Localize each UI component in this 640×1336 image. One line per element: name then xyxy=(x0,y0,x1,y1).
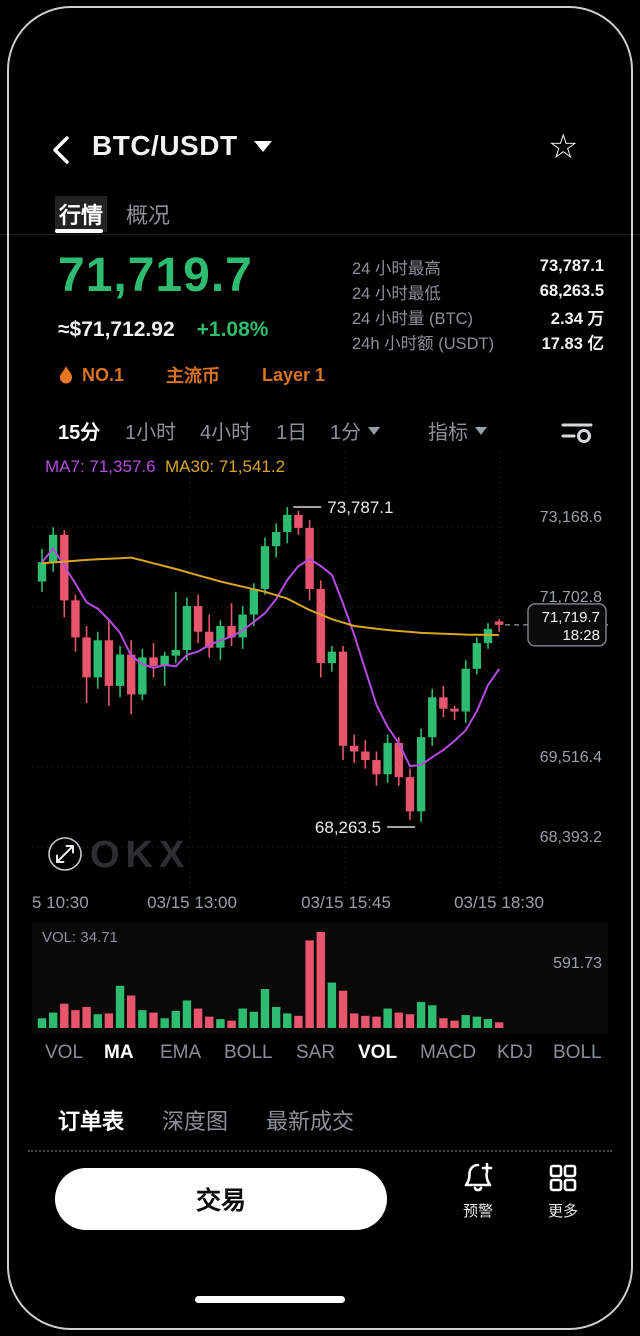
last-price: 71,719.7 xyxy=(58,249,253,302)
dropdown-caret-icon xyxy=(368,426,381,435)
change-percent: +1.08% xyxy=(196,318,269,341)
back-button[interactable] xyxy=(48,134,78,166)
trade-button[interactable]: 交易 xyxy=(55,1168,387,1230)
x-axis-tick: 5 10:30 xyxy=(32,893,89,912)
svg-text:VOL: 34.71: VOL: 34.71 xyxy=(42,929,118,946)
divider xyxy=(0,234,640,235)
fiat-price: ≈$71,712.92 xyxy=(58,318,175,341)
indicator-vol-sub[interactable]: VOL xyxy=(358,1042,398,1063)
token-badges[interactable]: NO.1 主流币 Layer 1 xyxy=(58,362,325,388)
chart-settings-icon[interactable] xyxy=(560,418,594,449)
svg-text:73,168.6: 73,168.6 xyxy=(540,509,602,526)
indicator-boll2[interactable]: BOLL xyxy=(553,1042,602,1063)
favorite-star-icon[interactable]: ☆ xyxy=(548,128,579,166)
tab-order-book[interactable]: 订单表 xyxy=(58,1109,125,1134)
indicator-macd[interactable]: MACD xyxy=(420,1042,476,1063)
indicator-vol-main[interactable]: VOL xyxy=(45,1042,84,1063)
rank-badge: NO.1 xyxy=(82,364,125,385)
candlestick-chart[interactable]: OKX MA7: 71,357.6 MA30: 71,541.2 73,168.6 7… xyxy=(32,452,608,892)
tab-overview[interactable]: 概况 xyxy=(126,203,171,228)
svg-text:68,393.2: 68,393.2 xyxy=(540,829,602,846)
dropdown-caret-icon xyxy=(475,426,487,435)
stat-row-volume-usdt: 24h 小时额 (USDT) 17.83 亿 xyxy=(352,329,604,354)
stat-value: 2.34 万 xyxy=(550,309,604,328)
stat-row-low: 24 小时最低 68,263.5 xyxy=(352,279,604,304)
stat-row-volume-btc: 24 小时量 (BTC) 2.34 万 xyxy=(352,304,604,329)
timeframe-more-dropdown[interactable]: 1分 xyxy=(330,416,381,445)
stat-row-high: 24 小时最高 73,787.1 xyxy=(352,254,604,279)
svg-text:71,719.7: 71,719.7 xyxy=(542,609,600,626)
x-axis-tick: 03/15 18:30 xyxy=(454,893,544,912)
grid-icon xyxy=(549,1164,577,1192)
svg-text:MA7: 71,357.6: MA7: 71,357.6 xyxy=(45,457,156,476)
svg-text:68,263.5: 68,263.5 xyxy=(315,818,381,837)
back-chevron-icon xyxy=(53,136,69,164)
stat-label: 24 小时最高 xyxy=(352,259,441,278)
svg-text:591.73: 591.73 xyxy=(553,955,602,972)
divider xyxy=(28,1150,612,1152)
tab-latest-trades[interactable]: 最新成交 xyxy=(266,1109,355,1134)
stat-label: 24 小时最低 xyxy=(352,284,441,303)
indicator-sar[interactable]: SAR xyxy=(296,1042,336,1063)
stat-value: 17.83 亿 xyxy=(541,334,604,353)
svg-text:OKX: OKX xyxy=(90,834,190,876)
indicator-kdj[interactable]: KDJ xyxy=(497,1042,533,1063)
category-badge: 主流币 xyxy=(166,366,221,386)
svg-text:71,702.8: 71,702.8 xyxy=(540,589,602,606)
bell-plus-icon xyxy=(464,1162,493,1192)
timeframe-15m[interactable]: 15分 xyxy=(58,422,101,444)
timeframe-1h[interactable]: 1小时 xyxy=(125,422,177,444)
timeframe-more-label: 1分 xyxy=(330,422,362,444)
x-axis-tick: 03/15 15:45 xyxy=(301,893,391,912)
price-alert-button[interactable]: 预警 xyxy=(443,1160,513,1221)
timeframe-1d[interactable]: 1日 xyxy=(276,422,308,444)
svg-text:18:28: 18:28 xyxy=(562,627,600,644)
stat-value: 68,263.5 xyxy=(539,282,604,300)
more-label: 更多 xyxy=(547,1203,578,1220)
indicator-ema[interactable]: EMA xyxy=(160,1042,202,1063)
pair-dropdown-caret-icon xyxy=(253,140,272,152)
layer-badge: Layer 1 xyxy=(262,364,326,385)
home-indicator[interactable] xyxy=(195,1296,345,1303)
alert-label: 预警 xyxy=(462,1203,493,1220)
svg-text:MA30: 71,541.2: MA30: 71,541.2 xyxy=(165,457,285,476)
tab-market[interactable]: 行情 xyxy=(55,196,108,232)
x-axis-labels: 5 10:30 03/15 13:00 03/15 15:45 03/15 18… xyxy=(0,893,640,917)
flame-icon xyxy=(60,366,72,384)
timeframe-4h[interactable]: 4小时 xyxy=(200,422,252,444)
indicator-dropdown[interactable]: 指标 xyxy=(428,416,487,445)
stats-panel: 24 小时最高 73,787.1 24 小时最低 68,263.5 24 小时量… xyxy=(352,254,604,354)
active-tab-underline xyxy=(55,229,103,233)
stat-value: 73,787.1 xyxy=(539,257,604,275)
tab-depth-chart[interactable]: 深度图 xyxy=(162,1109,229,1134)
stat-label: 24 小时量 (BTC) xyxy=(352,309,474,328)
stat-label: 24h 小时额 (USDT) xyxy=(352,334,495,353)
more-button[interactable]: 更多 xyxy=(528,1160,598,1221)
indicator-dropdown-label: 指标 xyxy=(428,422,468,444)
svg-text:73,787.1: 73,787.1 xyxy=(327,498,393,517)
pair-selector[interactable]: BTC/USDT xyxy=(92,130,272,162)
svg-text:69,516.4: 69,516.4 xyxy=(540,749,602,766)
indicator-boll[interactable]: BOLL xyxy=(224,1042,273,1063)
x-axis-tick: 03/15 13:00 xyxy=(147,893,237,912)
volume-chart[interactable]: VOL: 34.71 591.73 xyxy=(32,922,608,1036)
indicator-ma[interactable]: MA xyxy=(104,1042,134,1063)
page-title: BTC/USDT xyxy=(92,130,238,161)
